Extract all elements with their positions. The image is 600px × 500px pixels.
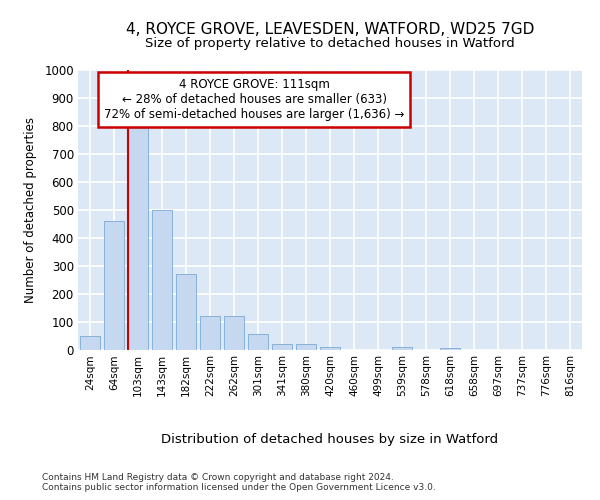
Bar [128,128,148,350]
Text: Size of property relative to detached houses in Watford: Size of property relative to detached ho… [145,38,515,51]
Bar [440,348,460,350]
Bar [296,344,316,350]
Bar [104,221,124,350]
Text: Contains public sector information licensed under the Open Government Licence v3: Contains public sector information licen… [42,482,436,492]
Bar [224,316,244,350]
Bar [176,274,196,350]
Bar [248,334,268,350]
Bar [80,336,100,350]
Text: Contains HM Land Registry data © Crown copyright and database right 2024.: Contains HM Land Registry data © Crown c… [42,472,394,482]
Text: 4 ROYCE GROVE: 111sqm
← 28% of detached houses are smaller (633)
72% of semi-det: 4 ROYCE GROVE: 111sqm ← 28% of detached … [104,78,404,122]
Bar [392,346,412,350]
Text: Distribution of detached houses by size in Watford: Distribution of detached houses by size … [161,432,499,446]
Y-axis label: Number of detached properties: Number of detached properties [24,117,37,303]
Bar [152,210,172,350]
Bar [272,344,292,350]
Bar [320,346,340,350]
Text: 4, ROYCE GROVE, LEAVESDEN, WATFORD, WD25 7GD: 4, ROYCE GROVE, LEAVESDEN, WATFORD, WD25… [126,22,534,38]
Bar [200,316,220,350]
